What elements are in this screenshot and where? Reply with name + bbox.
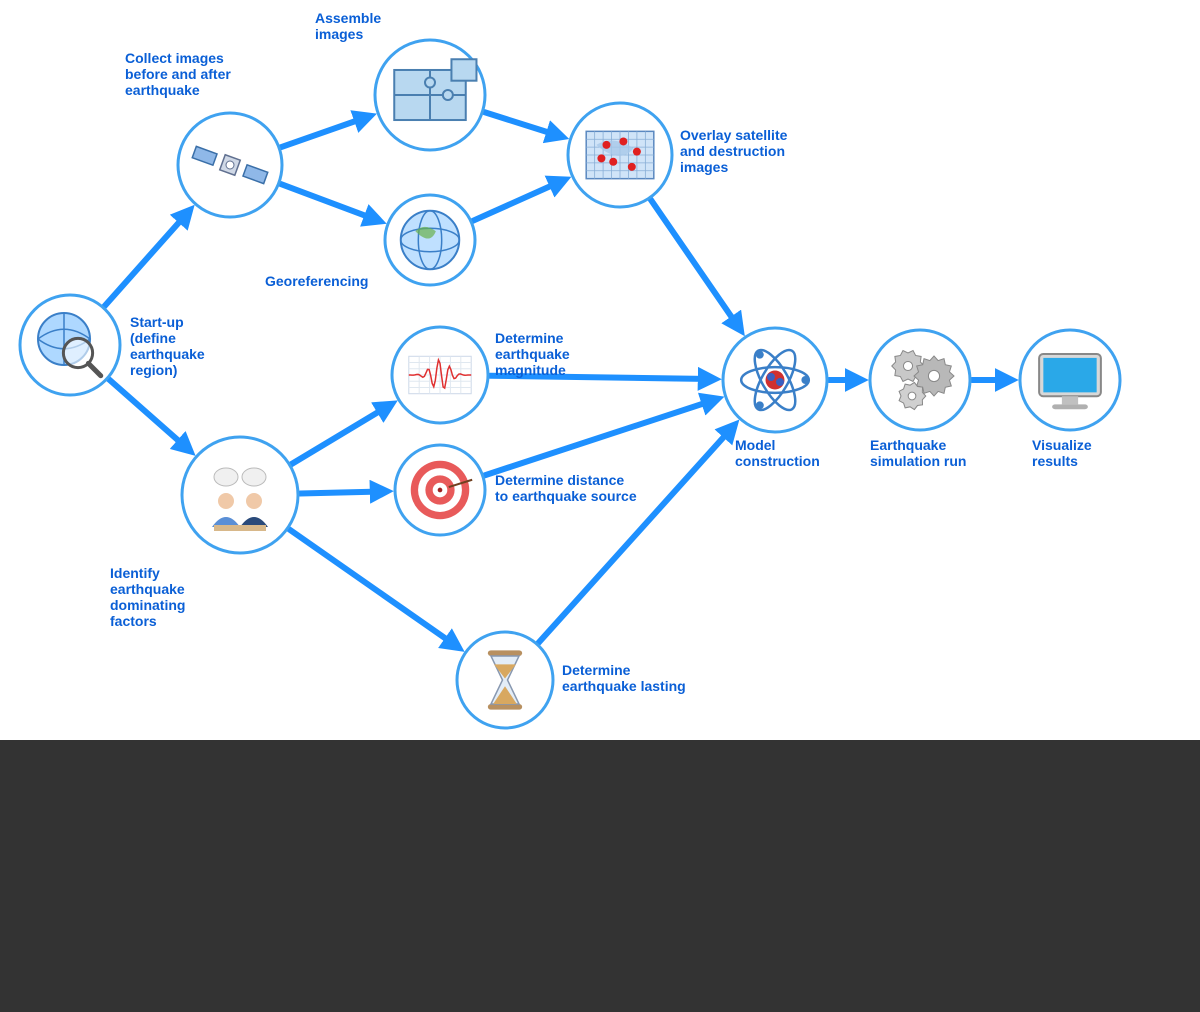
node-lasting — [457, 632, 553, 728]
label-simrun: Earthquake simulation run — [870, 437, 966, 469]
label-visualize: Visualize results — [1032, 437, 1092, 469]
label-startup: Start-up (define earthquake region) — [130, 314, 205, 378]
node-collect — [178, 113, 282, 217]
label-magnitude: Determine earthquake magnitude — [495, 330, 570, 378]
label-assemble: Assemble images — [315, 10, 381, 42]
label-identify: Identify earthquake dominating factors — [110, 565, 185, 629]
node-distance — [395, 445, 485, 535]
label-distance: Determine distance to earthquake source — [495, 472, 637, 504]
node-overlay — [568, 103, 672, 207]
label-overlay: Overlay satellite and destruction images — [680, 127, 787, 175]
node-model — [723, 328, 827, 432]
node-startup — [20, 295, 120, 395]
label-georef: Georeferencing — [265, 273, 368, 289]
earthquake-workflow-diagram: Start-up (define earthquake region) Colle… — [0, 0, 1200, 740]
overlay-map-icon — [586, 131, 654, 178]
node-simrun — [870, 330, 970, 430]
seismogram-icon — [409, 356, 471, 393]
label-collect: Collect images before and after earthqua… — [125, 50, 231, 98]
node-magnitude — [392, 327, 488, 423]
globe-icon — [401, 211, 460, 270]
node-assemble — [375, 40, 485, 150]
node-visualize — [1020, 330, 1120, 430]
label-lasting: Determine earthquake lasting — [562, 662, 686, 694]
node-georef — [385, 195, 475, 285]
bottom-panel — [0, 740, 1200, 1012]
label-model: Model construction — [735, 437, 820, 469]
node-identify — [182, 437, 298, 553]
